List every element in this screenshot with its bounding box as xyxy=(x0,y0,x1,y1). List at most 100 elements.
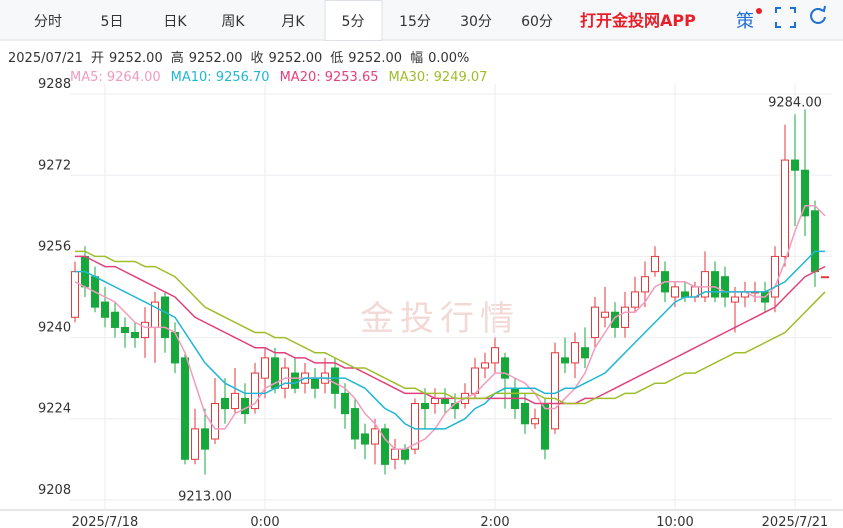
info-label: 低 xyxy=(330,51,343,66)
legend: MA5: 9264.00 MA10: 9256.70 MA20: 9253.65 MA… xyxy=(70,70,487,85)
candle-body xyxy=(641,276,649,293)
candle-body xyxy=(201,428,209,450)
y-tick-label: 9224 xyxy=(38,402,71,417)
candle-body xyxy=(591,306,599,339)
tab[interactable]: 5日 xyxy=(101,14,124,30)
refresh-arrow xyxy=(818,5,826,13)
candle-body xyxy=(231,392,239,410)
x-tick-label: 2:00 xyxy=(480,515,509,528)
candle-body xyxy=(431,397,439,404)
info-date: 2025/07/21 xyxy=(8,51,83,66)
legend-entry: MA10: 9256.70 xyxy=(171,70,270,85)
candle-body xyxy=(561,357,569,364)
candle-body xyxy=(781,159,789,257)
candle-body xyxy=(101,301,109,318)
tab[interactable]: 15分 xyxy=(399,14,431,30)
candle-body xyxy=(361,433,369,445)
ma-line xyxy=(75,250,825,430)
candle-body xyxy=(161,296,169,339)
candle-body xyxy=(611,311,619,328)
candle-body xyxy=(481,362,489,369)
candle-body xyxy=(491,347,499,364)
candle-body xyxy=(251,372,259,410)
info-value: 9252.00 xyxy=(109,51,163,66)
info-label: 收 xyxy=(251,51,264,66)
candle-body xyxy=(671,286,679,298)
ma-line xyxy=(75,250,826,405)
x-tick-label: 2025/7/21 xyxy=(762,515,829,528)
candle-body xyxy=(261,357,269,379)
candle-body xyxy=(211,403,219,440)
candle-body xyxy=(731,296,739,303)
ma-line xyxy=(74,204,826,450)
tab[interactable]: 5分 xyxy=(342,14,365,30)
candle-body xyxy=(621,306,629,328)
candle-body xyxy=(721,276,729,298)
y-tick-label: 9208 xyxy=(38,483,71,498)
candle-body xyxy=(811,210,819,273)
candle-body xyxy=(181,357,189,460)
y-tick-label: 9272 xyxy=(38,158,71,173)
tab[interactable]: 60分 xyxy=(521,14,553,30)
x-tick-label: 0:00 xyxy=(250,515,279,528)
candle-body xyxy=(331,367,339,394)
candle-body xyxy=(71,271,79,318)
candle-body xyxy=(381,428,389,465)
badge-dot xyxy=(756,8,762,14)
legend-entry: MA5: 9264.00 xyxy=(70,70,161,85)
tabs: 分时 5日 日K 周K 月K 5分 15分 30分 60分 xyxy=(34,0,553,41)
candle-body xyxy=(401,448,409,460)
y-tick-label: 9240 xyxy=(38,321,71,336)
candle-body xyxy=(711,271,719,298)
candle-body xyxy=(651,255,659,273)
candle-body xyxy=(221,397,229,410)
active-tab xyxy=(324,0,383,41)
info-label: 开 xyxy=(91,51,104,66)
tab-bar xyxy=(0,0,843,40)
tab[interactable]: 周K xyxy=(221,14,245,30)
plot: 金投行情 9208 9224 9240 9256 9272 9288 2025/7/18 0:0… xyxy=(0,77,843,528)
y-tick-label: 9288 xyxy=(38,77,71,92)
tab[interactable]: 分时 xyxy=(34,14,62,30)
annotation: 9213.00 xyxy=(178,490,232,505)
tab[interactable]: 月K xyxy=(281,14,305,30)
info-value: 9252.00 xyxy=(269,51,323,66)
candle-body xyxy=(141,321,149,339)
candle-body xyxy=(801,169,809,217)
info-line: 2025/07/21 开 9252.00 高 9252.00 收 9252.00 低 9252.… xyxy=(8,50,469,66)
legend-entry: MA30: 9249.07 xyxy=(389,70,488,85)
candle-body xyxy=(681,291,689,298)
candle-body xyxy=(571,342,579,364)
tab[interactable]: 30分 xyxy=(460,14,492,30)
annotation: 9284.00 xyxy=(768,95,822,110)
app-link[interactable]: 打开金投网APP xyxy=(580,11,696,30)
y-tick-label: 9256 xyxy=(38,239,71,254)
candle-body xyxy=(551,352,559,430)
candle-body xyxy=(601,311,609,318)
candle-body xyxy=(131,332,139,339)
x-tick-label: 2025/7/18 xyxy=(72,515,139,528)
fullscreen-icon[interactable] xyxy=(775,7,796,28)
ma-line xyxy=(75,255,826,405)
candle-body xyxy=(391,448,399,460)
legend-entry: MA20: 9253.65 xyxy=(280,70,379,85)
strategy-icon[interactable]: 策 xyxy=(736,11,754,32)
candle-body xyxy=(471,367,479,394)
info-label: 幅 xyxy=(410,51,423,66)
candle-body xyxy=(531,418,539,425)
tab[interactable]: 日K xyxy=(163,14,187,30)
candle-body xyxy=(311,377,319,389)
candle-body xyxy=(121,326,129,333)
candle-body xyxy=(821,276,829,279)
info-value: 9252.00 xyxy=(348,51,402,66)
x-tick-label: 10:00 xyxy=(656,515,693,528)
candle-body xyxy=(291,372,299,389)
refresh-icon[interactable] xyxy=(810,8,826,24)
candle-body xyxy=(371,428,379,445)
candle-body xyxy=(351,408,359,440)
candle-body xyxy=(441,397,449,404)
candle-body xyxy=(631,291,639,308)
candle-body xyxy=(701,271,709,298)
candle-body xyxy=(111,311,119,328)
